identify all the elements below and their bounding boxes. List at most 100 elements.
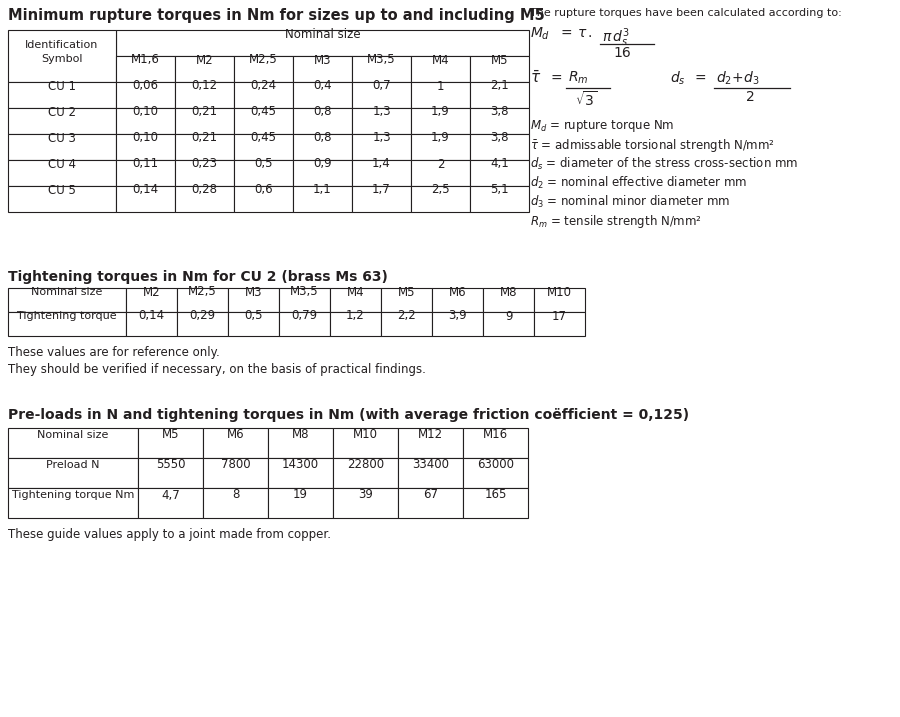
Bar [381,288,432,312]
Bar [293,82,352,108]
Bar [8,488,138,518]
Bar [398,428,463,458]
Text: 14300: 14300 [282,458,320,472]
Text: They should be verified if necessary, on the basis of practical findings.: They should be verified if necessary, on… [8,363,426,376]
Text: 63000: 63000 [477,458,514,472]
Bar [138,458,203,488]
Bar [330,288,381,312]
Bar [116,30,529,56]
Text: M1,6: M1,6 [131,54,160,67]
Bar [228,288,279,312]
Text: M2: M2 [195,54,213,67]
Text: Pre-loads in N and tightening torques in Nm (with average friction coëfficient =: Pre-loads in N and tightening torques in… [8,408,689,422]
Bar [116,134,175,160]
Bar [432,288,483,312]
Bar [352,160,411,186]
Text: 39: 39 [358,488,373,501]
Text: M5: M5 [162,429,179,442]
Text: CU 2: CU 2 [48,105,76,118]
Bar [8,30,116,82]
Text: The rupture torques have been calculated according to:: The rupture torques have been calculated… [530,8,842,18]
Bar [175,108,234,134]
Text: 165: 165 [484,488,507,501]
Text: 33400: 33400 [412,458,449,472]
Text: M2,5: M2,5 [188,285,217,298]
Bar [411,56,470,82]
Text: 0,21: 0,21 [192,131,218,145]
Text: Tightening torque Nm: Tightening torque Nm [12,490,134,500]
Text: 2: 2 [745,90,754,104]
Bar [8,108,116,134]
Text: 0,06: 0,06 [132,80,158,92]
Bar [175,160,234,186]
Text: 0,11: 0,11 [132,158,158,171]
Text: $d_2\!+\!d_3$: $d_2\!+\!d_3$ [716,70,760,87]
Bar [234,56,293,82]
Text: 1,9: 1,9 [431,131,450,145]
Text: $d_2$ = nominal effective diameter mm: $d_2$ = nominal effective diameter mm [530,175,747,191]
Text: $\bar{\tau}$ = admissable torsional strength N/mm²: $\bar{\tau}$ = admissable torsional stre… [530,137,775,154]
Text: $d_s$ = diameter of the stress cross-section mm: $d_s$ = diameter of the stress cross-sec… [530,156,798,172]
Text: 2,1: 2,1 [491,80,508,92]
Text: 0,9: 0,9 [313,158,332,171]
Bar [116,56,175,82]
Text: M2: M2 [143,285,160,298]
Text: 4,1: 4,1 [491,158,508,171]
Text: 2: 2 [436,158,445,171]
Text: These guide values apply to a joint made from copper.: These guide values apply to a joint made… [8,528,331,541]
Text: $=$: $=$ [692,70,706,84]
Text: M12: M12 [418,429,443,442]
Text: M3: M3 [314,54,331,67]
Bar [463,428,528,458]
Text: Tightening torque: Tightening torque [17,311,117,321]
Text: M5: M5 [398,285,415,298]
Bar [352,134,411,160]
Bar [126,312,177,336]
Text: 0,21: 0,21 [192,105,218,118]
Bar [175,82,234,108]
Text: M3,5: M3,5 [367,54,396,67]
Text: Identification: Identification [25,40,99,50]
Bar [398,488,463,518]
Bar [411,108,470,134]
Bar [138,488,203,518]
Bar [116,186,175,212]
Bar [279,312,330,336]
Bar [126,288,177,312]
Bar [8,288,126,312]
Text: M6: M6 [449,285,466,298]
Bar [463,488,528,518]
Text: Nominal size: Nominal size [32,287,103,297]
Text: 1: 1 [436,80,445,92]
Bar [470,186,529,212]
Bar [398,458,463,488]
Text: $= \,\tau\,.\,$: $= \,\tau\,.\,$ [558,26,593,40]
Text: M8: M8 [292,429,310,442]
Text: $\sqrt{3}$: $\sqrt{3}$ [575,90,597,109]
Bar [463,458,528,488]
Text: 0,10: 0,10 [132,105,158,118]
Bar [175,186,234,212]
Text: 5,1: 5,1 [491,184,508,196]
Bar [268,488,333,518]
Text: 0,24: 0,24 [250,80,276,92]
Text: 3,8: 3,8 [491,131,508,145]
Text: 0,10: 0,10 [132,131,158,145]
Text: M10: M10 [353,429,378,442]
Text: 3,8: 3,8 [491,105,508,118]
Text: 19: 19 [293,488,308,501]
Text: $M_d$: $M_d$ [530,26,550,42]
Bar [8,186,116,212]
Text: 16: 16 [613,46,631,60]
Bar [381,312,432,336]
Text: 9: 9 [505,310,512,323]
Text: 5550: 5550 [156,458,185,472]
Text: 0,23: 0,23 [192,158,218,171]
Text: 0,5: 0,5 [254,158,273,171]
Text: $R_m$: $R_m$ [568,70,589,87]
Bar [483,288,534,312]
Text: 2,2: 2,2 [397,310,416,323]
Text: 7800: 7800 [220,458,250,472]
Text: 0,7: 0,7 [373,80,391,92]
Text: 0,8: 0,8 [313,105,332,118]
